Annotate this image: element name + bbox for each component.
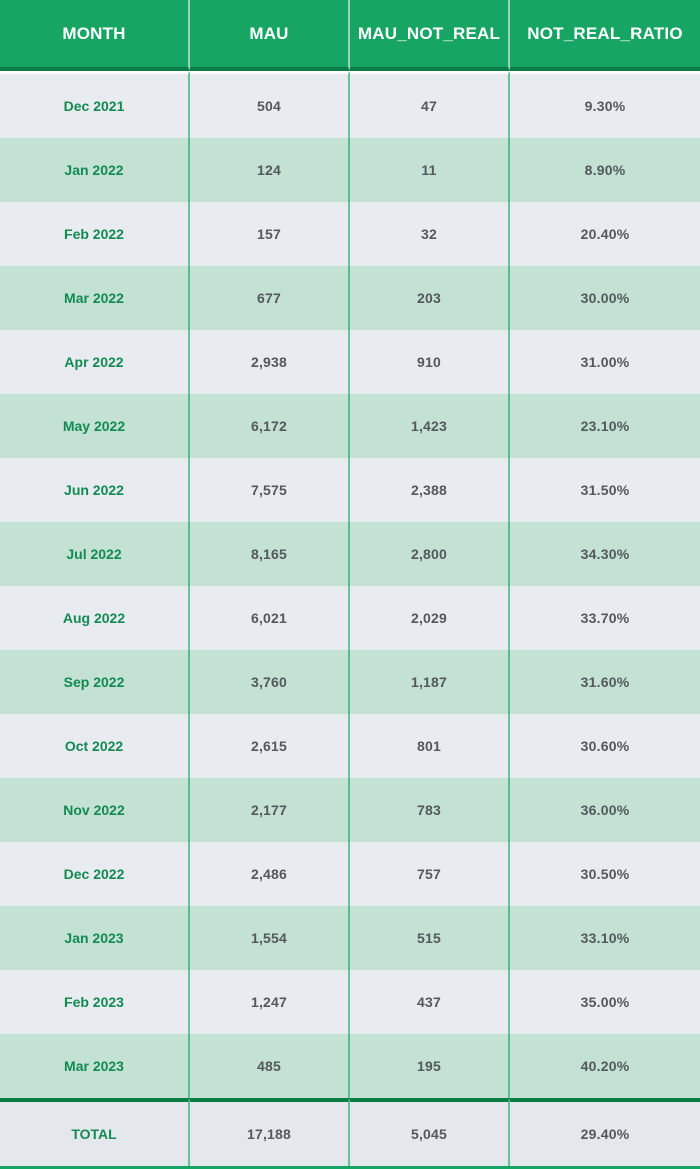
- column-header-mau: MAU: [190, 0, 350, 71]
- table-row: Mar 2023 485 195 40.20%: [0, 1034, 700, 1098]
- cell-month: Dec 2022: [0, 842, 190, 906]
- cell-mau: 124: [190, 138, 350, 202]
- total-not-real-ratio: 29.40%: [510, 1098, 700, 1166]
- cell-not-real-ratio: 34.30%: [510, 522, 700, 586]
- table-body: Dec 2021 504 47 9.30% Jan 2022 124 11 8.90% Feb …: [0, 71, 700, 1098]
- cell-month: May 2022: [0, 394, 190, 458]
- total-mau: 17,188: [190, 1098, 350, 1166]
- table-row: Jan 2023 1,554 515 33.10%: [0, 906, 700, 970]
- cell-month: Aug 2022: [0, 586, 190, 650]
- cell-mau-not-real: 515: [350, 906, 510, 970]
- table-row: Dec 2022 2,486 757 30.50%: [0, 842, 700, 906]
- cell-not-real-ratio: 9.30%: [510, 71, 700, 138]
- cell-mau-not-real: 2,388: [350, 458, 510, 522]
- table-row: Oct 2022 2,615 801 30.60%: [0, 714, 700, 778]
- cell-mau: 157: [190, 202, 350, 266]
- column-header-month: MONTH: [0, 0, 190, 71]
- table-row: Aug 2022 6,021 2,029 33.70%: [0, 586, 700, 650]
- cell-month: Jan 2023: [0, 906, 190, 970]
- cell-mau: 3,760: [190, 650, 350, 714]
- cell-month: Mar 2023: [0, 1034, 190, 1098]
- cell-mau: 1,247: [190, 970, 350, 1034]
- cell-mau: 504: [190, 71, 350, 138]
- table-row: Sep 2022 3,760 1,187 31.60%: [0, 650, 700, 714]
- table-row: Feb 2022 157 32 20.40%: [0, 202, 700, 266]
- cell-not-real-ratio: 40.20%: [510, 1034, 700, 1098]
- cell-not-real-ratio: 31.50%: [510, 458, 700, 522]
- total-mau-not-real: 5,045: [350, 1098, 510, 1166]
- cell-mau: 485: [190, 1034, 350, 1098]
- cell-mau-not-real: 11: [350, 138, 510, 202]
- cell-mau-not-real: 195: [350, 1034, 510, 1098]
- cell-month: Feb 2023: [0, 970, 190, 1034]
- cell-month: Sep 2022: [0, 650, 190, 714]
- cell-not-real-ratio: 35.00%: [510, 970, 700, 1034]
- table-row: Jan 2022 124 11 8.90%: [0, 138, 700, 202]
- cell-mau-not-real: 2,029: [350, 586, 510, 650]
- cell-mau-not-real: 783: [350, 778, 510, 842]
- cell-mau-not-real: 801: [350, 714, 510, 778]
- cell-not-real-ratio: 23.10%: [510, 394, 700, 458]
- table-row: Jun 2022 7,575 2,388 31.50%: [0, 458, 700, 522]
- table-row: Nov 2022 2,177 783 36.00%: [0, 778, 700, 842]
- cell-not-real-ratio: 31.60%: [510, 650, 700, 714]
- table-footer: TOTAL 17,188 5,045 29.40%: [0, 1098, 700, 1166]
- cell-mau: 6,021: [190, 586, 350, 650]
- cell-mau: 2,938: [190, 330, 350, 394]
- cell-not-real-ratio: 8.90%: [510, 138, 700, 202]
- cell-not-real-ratio: 30.60%: [510, 714, 700, 778]
- cell-month: Oct 2022: [0, 714, 190, 778]
- cell-not-real-ratio: 30.00%: [510, 266, 700, 330]
- table-row: May 2022 6,172 1,423 23.10%: [0, 394, 700, 458]
- table-row: Dec 2021 504 47 9.30%: [0, 71, 700, 138]
- column-header-mau-not-real: MAU_NOT_REAL: [350, 0, 510, 71]
- cell-mau-not-real: 437: [350, 970, 510, 1034]
- cell-month: Mar 2022: [0, 266, 190, 330]
- cell-mau-not-real: 1,423: [350, 394, 510, 458]
- table-row: Apr 2022 2,938 910 31.00%: [0, 330, 700, 394]
- cell-not-real-ratio: 33.10%: [510, 906, 700, 970]
- cell-not-real-ratio: 20.40%: [510, 202, 700, 266]
- cell-mau: 2,177: [190, 778, 350, 842]
- total-row: TOTAL 17,188 5,045 29.40%: [0, 1098, 700, 1166]
- cell-mau: 8,165: [190, 522, 350, 586]
- cell-month: Jul 2022: [0, 522, 190, 586]
- cell-month: Nov 2022: [0, 778, 190, 842]
- table-row: Feb 2023 1,247 437 35.00%: [0, 970, 700, 1034]
- table-row: Jul 2022 8,165 2,800 34.30%: [0, 522, 700, 586]
- table-header: MONTH MAU MAU_NOT_REAL NOT_REAL_RATIO: [0, 0, 700, 71]
- cell-not-real-ratio: 36.00%: [510, 778, 700, 842]
- table-row: Mar 2022 677 203 30.00%: [0, 266, 700, 330]
- cell-month: Apr 2022: [0, 330, 190, 394]
- cell-mau-not-real: 32: [350, 202, 510, 266]
- header-row: MONTH MAU MAU_NOT_REAL NOT_REAL_RATIO: [0, 0, 700, 71]
- cell-month: Jun 2022: [0, 458, 190, 522]
- cell-mau-not-real: 2,800: [350, 522, 510, 586]
- cell-mau: 2,615: [190, 714, 350, 778]
- cell-mau-not-real: 203: [350, 266, 510, 330]
- cell-mau-not-real: 47: [350, 71, 510, 138]
- cell-not-real-ratio: 33.70%: [510, 586, 700, 650]
- cell-mau: 6,172: [190, 394, 350, 458]
- cell-mau-not-real: 1,187: [350, 650, 510, 714]
- cell-mau: 7,575: [190, 458, 350, 522]
- cell-month: Jan 2022: [0, 138, 190, 202]
- cell-mau: 677: [190, 266, 350, 330]
- cell-mau-not-real: 757: [350, 842, 510, 906]
- column-header-not-real-ratio: NOT_REAL_RATIO: [510, 0, 700, 71]
- cell-mau: 1,554: [190, 906, 350, 970]
- cell-mau-not-real: 910: [350, 330, 510, 394]
- cell-not-real-ratio: 31.00%: [510, 330, 700, 394]
- cell-mau: 2,486: [190, 842, 350, 906]
- cell-not-real-ratio: 30.50%: [510, 842, 700, 906]
- total-label: TOTAL: [0, 1098, 190, 1166]
- cell-month: Dec 2021: [0, 71, 190, 138]
- cell-month: Feb 2022: [0, 202, 190, 266]
